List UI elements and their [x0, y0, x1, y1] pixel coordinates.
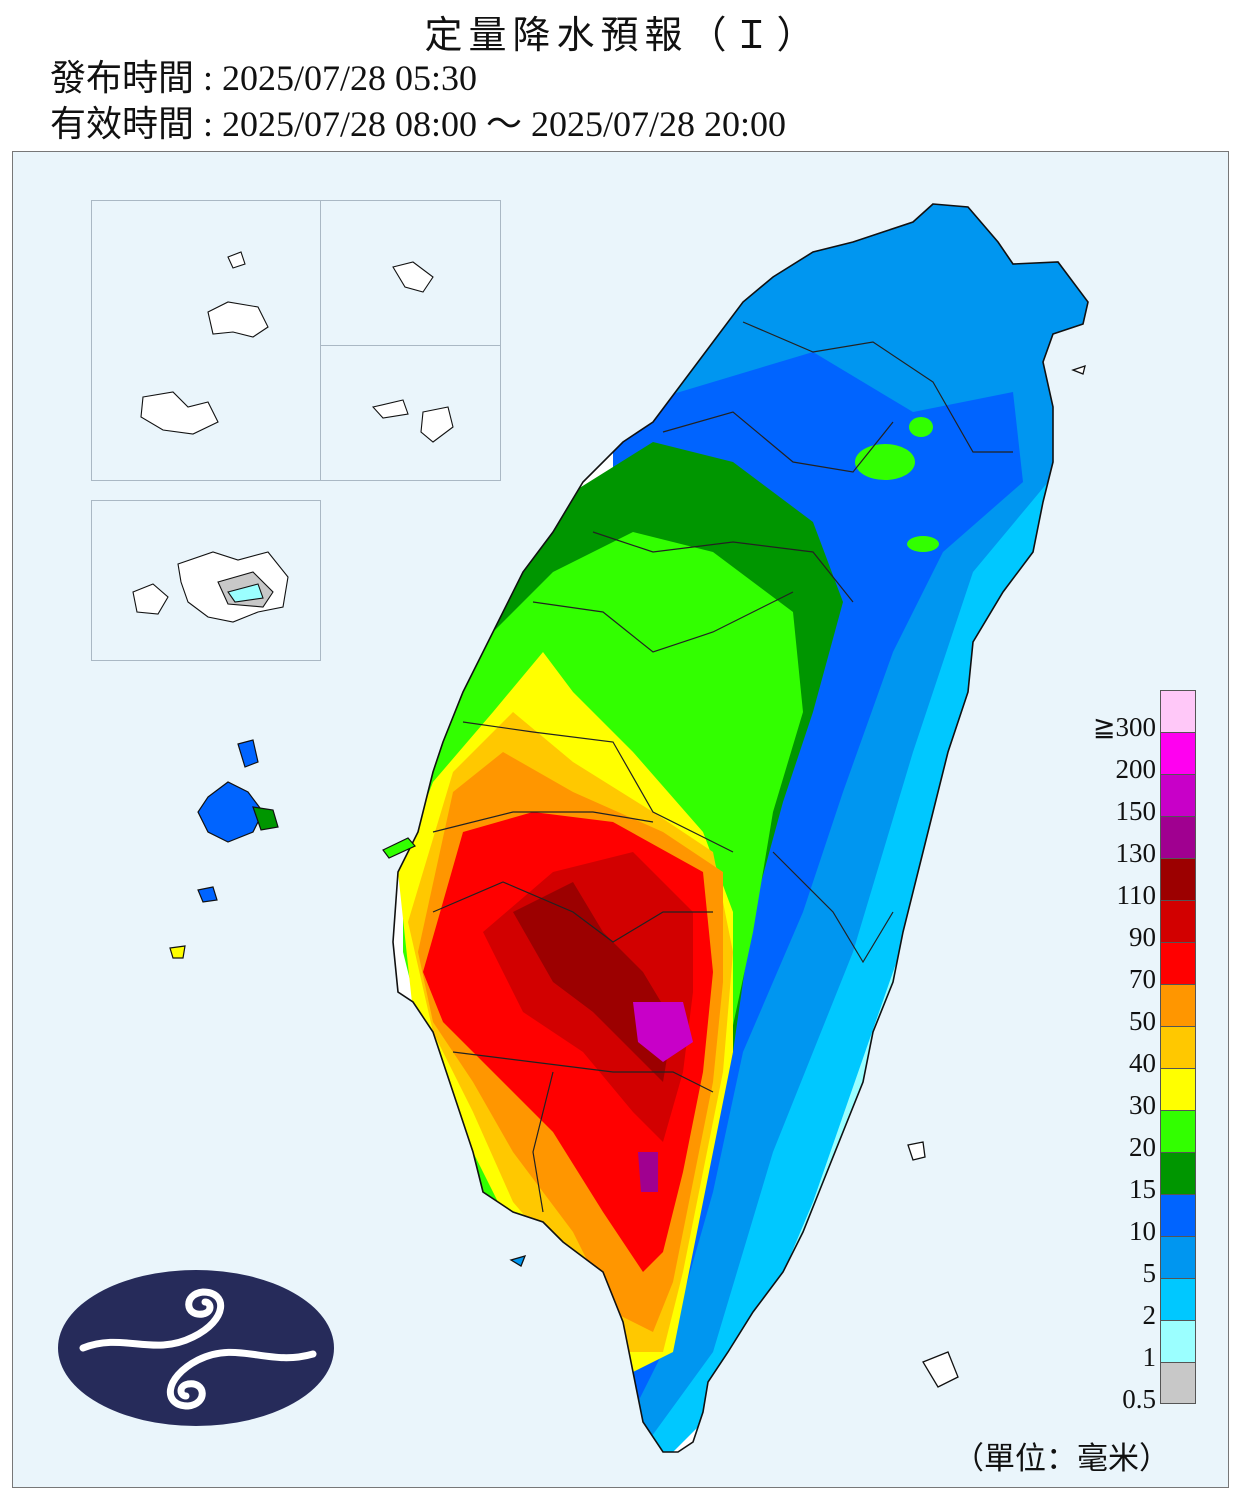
inset-matsu: [91, 200, 321, 481]
legend-label: 130: [1115, 838, 1157, 868]
legend-label: 2: [1142, 1300, 1157, 1330]
penghu-islands: [169, 739, 416, 959]
legend-label: 20: [1129, 1132, 1156, 1162]
legend-swatch: [1160, 732, 1196, 774]
legend-swatch: [1160, 858, 1196, 900]
legend-label: 40: [1129, 1048, 1156, 1078]
inset-islands: [132, 251, 454, 623]
legend-swatch: [1160, 774, 1196, 816]
legend-swatch: [1160, 1362, 1196, 1404]
legend-label: 200: [1115, 754, 1157, 784]
legend-label: 110: [1116, 880, 1157, 910]
legend-label: 1: [1142, 1342, 1157, 1372]
cwa-logo: [58, 1270, 334, 1426]
legend-swatch: [1160, 1110, 1196, 1152]
county-boundaries: [432, 321, 1013, 1213]
rain-fields: [398, 204, 1088, 1452]
legend-label: 30: [1129, 1090, 1156, 1120]
legend-label: 150: [1115, 796, 1157, 826]
legend-label: 15: [1129, 1174, 1156, 1204]
valid-time: 有效時間 : 2025/07/28 08:00 ～ 2025/07/28 20:…: [50, 104, 787, 144]
legend-label: 10: [1129, 1216, 1156, 1246]
legend-unit: （單位：毫米）: [953, 1441, 1170, 1477]
legend-swatch: [1160, 900, 1196, 942]
legend-swatch: [1160, 1194, 1196, 1236]
legend-swatch: [1160, 984, 1196, 1026]
legend-swatch: [1160, 1236, 1196, 1278]
legend-swatch: [1160, 1152, 1196, 1194]
legend-label: 50: [1129, 1006, 1156, 1036]
legend-swatch: [1160, 1068, 1196, 1110]
rainfall-map: [58, 203, 1089, 1453]
legend-swatch: [1160, 1278, 1196, 1320]
legend-swatch: [1160, 816, 1196, 858]
map-title: 定量降水預報（Ｉ）: [424, 13, 821, 57]
inset-dongyin: [320, 345, 501, 481]
legend-label: 5: [1142, 1258, 1157, 1288]
legend-swatch: [1160, 942, 1196, 984]
legend-swatch: [1160, 1026, 1196, 1068]
offshore-islands: [509, 365, 1086, 1388]
legend-label: 70: [1129, 964, 1156, 994]
legend-label: 90: [1129, 922, 1156, 952]
legend-label: ≧300: [1092, 712, 1156, 742]
legend-swatch: [1160, 1320, 1196, 1362]
map-frame: ≧300 200 150 130 110 90 70 50 40 30 20 15 10 5 2 1 0.5 （…: [12, 151, 1229, 1488]
legend-label: 0.5: [1122, 1384, 1156, 1414]
legend-swatch: [1160, 690, 1196, 732]
issue-time: 發布時間 : 2025/07/28 05:30: [50, 58, 478, 98]
